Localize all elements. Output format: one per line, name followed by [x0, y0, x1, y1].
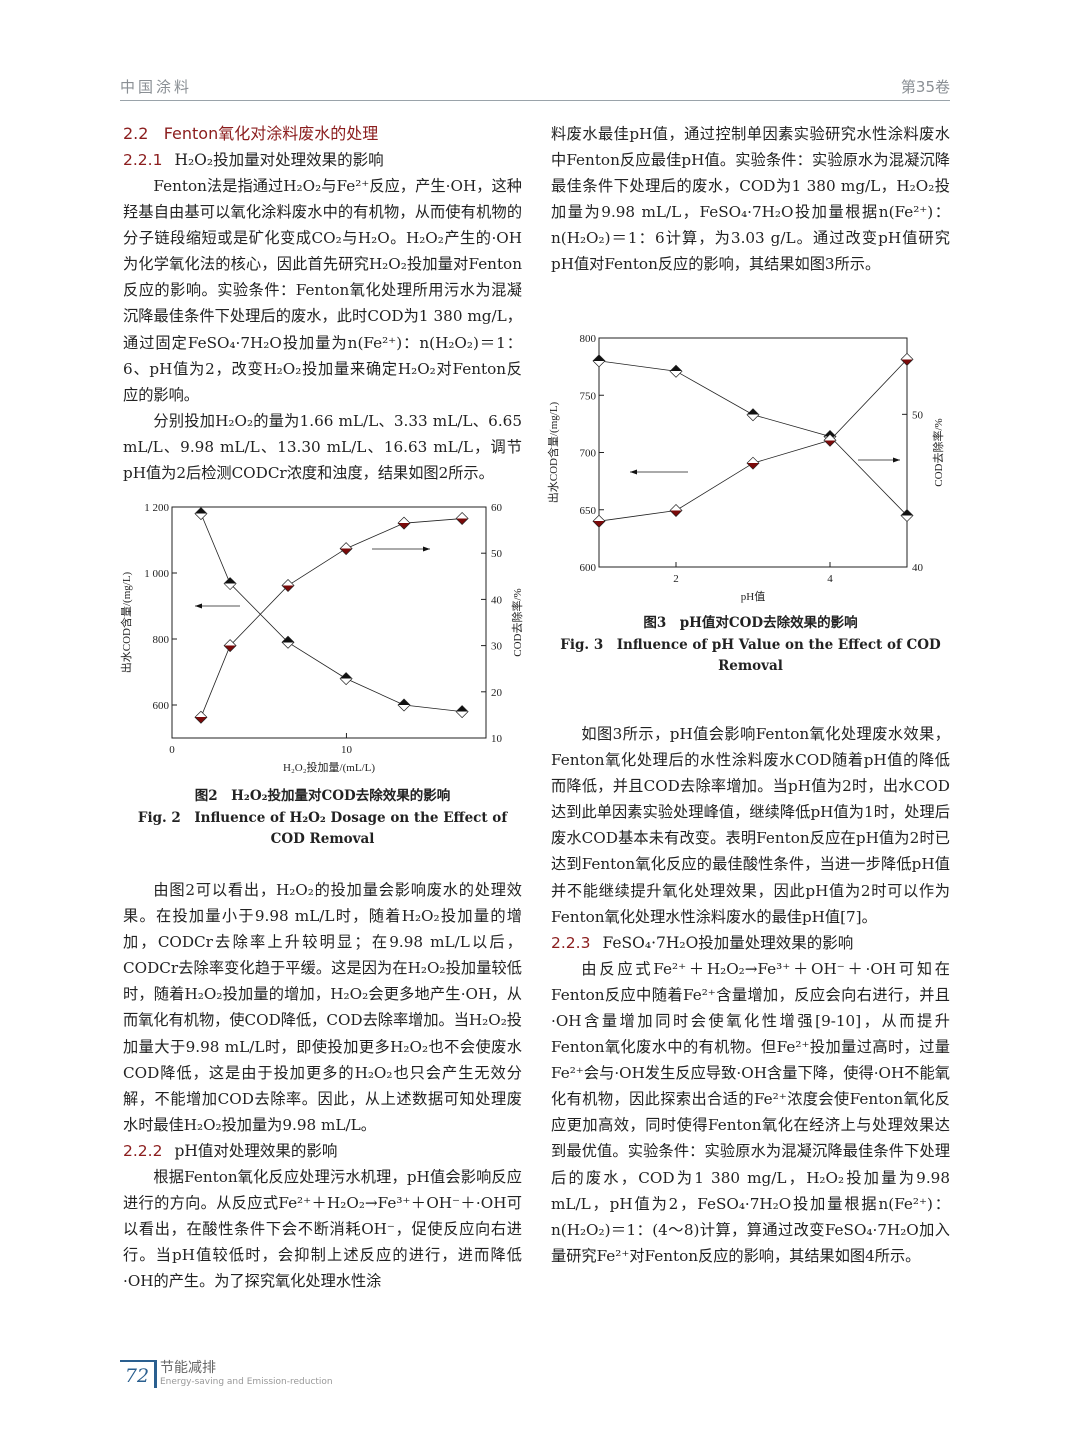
removal-data-point: [823, 433, 837, 447]
y-tick-label: 800: [153, 634, 170, 646]
caption-en: Fig. 2 Influence of H₂O₂ Dosage on the E…: [137, 809, 508, 848]
section-name-zh: 节能减排: [160, 1360, 216, 1376]
cod-data-point: [669, 364, 683, 378]
right-column-bottom: 如图3所示，pH值会影响Fenton氧化处理废水效果，Fenton氧化处理后的水…: [551, 721, 950, 1269]
section-heading-2-2-2: 2.2.2 pH值对处理效果的影响: [123, 1138, 522, 1164]
right-axis-arrow-head: [423, 546, 430, 552]
paragraph: 分别投加H₂O₂的量为1.66 mL/L、3.33 mL/L、6.65 mL/L…: [123, 411, 522, 483]
y2-tick-label: 40: [912, 562, 924, 574]
cod-series-line: [598, 360, 908, 516]
y2-tick-label: 50: [491, 548, 503, 560]
removal-data-point: [223, 639, 237, 653]
y2-tick-label: 40: [491, 594, 503, 606]
y-axis-label: 出水COD含量/(mg/L): [119, 571, 133, 673]
section-title: H₂O₂投加量对处理效果的影响: [174, 151, 384, 169]
section-number: 2.2.1: [123, 151, 163, 169]
removal-series-line: [200, 518, 463, 718]
section-number: 2.2: [123, 124, 149, 143]
y2-tick-label: 10: [491, 733, 503, 745]
paragraph: 料废水最佳pH值，通过控制单因素实验研究水性涂料废水中Fenton反应最佳pH值…: [551, 125, 950, 274]
cod-data-point: [223, 577, 237, 591]
cod-data-point: [592, 354, 606, 368]
removal-data-point: [194, 710, 208, 724]
y-tick-label: 800: [580, 333, 597, 345]
cod-data-point: [455, 705, 469, 719]
left-axis-arrow-head: [195, 603, 202, 609]
y2-tick-label: 50: [912, 409, 924, 421]
y2-tick-label: 20: [491, 687, 503, 699]
removal-series-line: [598, 359, 908, 522]
y-axis-label: 出水COD含量/(mg/L): [546, 401, 560, 503]
left-axis-arrow-head: [630, 469, 637, 475]
section-number: 2.2.2: [123, 1141, 163, 1160]
y2-axis-label: COD去除率/%: [510, 588, 524, 656]
y2-tick-label: 60: [491, 502, 503, 514]
plot-frame: [598, 337, 908, 568]
right-column-top: 料废水最佳pH值，通过控制单因素实验研究水性涂料废水中Fenton反应最佳pH值…: [551, 121, 950, 278]
section-heading-2-2-3: 2.2.3 FeSO₄·7H₂O投加量处理效果的影响: [551, 930, 950, 956]
y-tick-label: 600: [580, 562, 597, 574]
page-number: 72: [120, 1360, 157, 1388]
plot-frame: [171, 506, 487, 739]
paragraph: 如图3所示，pH值会影响Fenton氧化处理废水效果，Fenton氧化处理后的水…: [551, 725, 950, 926]
removal-data-point: [669, 504, 683, 518]
section-title: Fenton氧化对涂料废水的处理: [163, 124, 379, 143]
removal-data-point: [746, 456, 760, 470]
x-axis-label: pH值: [741, 590, 765, 603]
x-tick-label: 10: [341, 744, 353, 756]
cod-data-point: [900, 508, 914, 522]
figure-3-chart: 2 4 600 650 700 750 800 40 50 pH值 出水COD含量/(mg/L) CO…: [546, 333, 945, 603]
x-tick-label: 0: [169, 744, 175, 756]
removal-data-point: [455, 512, 469, 526]
y-tick-label: 600: [153, 700, 170, 712]
left-column-top: 2.2 Fenton氧化对涂料废水的处理 2.2.1 H₂O₂投加量对处理效果的影…: [123, 121, 522, 486]
section-heading-2-2-1: 2.2.1 H₂O₂投加量对处理效果的影响: [123, 147, 522, 173]
section-title: FeSO₄·7H₂O投加量处理效果的影响: [602, 933, 854, 952]
removal-data-point: [281, 579, 295, 593]
removal-data-point: [397, 516, 411, 530]
caption-zh: 图2 H₂O₂投加量对COD去除效果的影响: [194, 788, 451, 804]
caption-en: Fig. 3 Influence of pH Value on the Effe…: [560, 636, 941, 675]
y-tick-label: 750: [580, 390, 597, 402]
section-title: pH值对处理效果的影响: [174, 1141, 338, 1160]
section-name-en: Energy-saving and Emission-reduction: [160, 1377, 333, 1387]
y2-tick-label: 30: [491, 641, 503, 653]
figure-2-caption: 图2 H₂O₂投加量对COD去除效果的影响 Fig. 2 Influence o…: [123, 786, 522, 851]
x-tick-label: 4: [827, 573, 833, 585]
figure-2-chart: 0 10 600 800 1 000 1 200 10 20 30 40 50 60 H₂O₂投加量/(…: [119, 502, 524, 774]
x-axis-label: H₂O₂投加量/(mL/L): [283, 760, 375, 774]
y-tick-label: 1 200: [144, 502, 169, 514]
paragraph: 由反应式Fe²⁺＋H₂O₂→Fe³⁺＋OH⁻＋·OH可知在Fenton反应中随着…: [551, 959, 950, 1265]
caption-zh: 图3 pH值对COD去除效果的影响: [643, 615, 858, 631]
cod-series-line: [200, 513, 463, 712]
removal-data-point: [339, 542, 353, 556]
left-column-bottom: 由图2可以看出，H₂O₂的投加量会影响废水的处理效果。在投加量小于9.98 mL…: [123, 877, 522, 1294]
paragraph: Fenton法是指通过H₂O₂与Fe²⁺反应，产生·OH，这种羟基自由基可以氧化…: [123, 177, 522, 404]
removal-data-point: [592, 514, 606, 528]
paragraph: 由图2可以看出，H₂O₂的投加量会影响废水的处理效果。在投加量小于9.98 mL…: [123, 881, 522, 1134]
cod-data-point: [281, 635, 295, 649]
cod-data-point: [397, 698, 411, 712]
section-heading-2-2: 2.2 Fenton氧化对涂料废水的处理: [123, 121, 522, 147]
right-axis-arrow-head: [893, 457, 900, 463]
volume-number: 第35卷: [900, 78, 950, 96]
y-tick-label: 650: [580, 505, 597, 517]
figure-3-caption: 图3 pH值对COD去除效果的影响 Fig. 3 Influence of pH…: [551, 613, 950, 678]
cod-data-point: [746, 408, 760, 422]
y-tick-label: 700: [580, 448, 597, 460]
x-tick-label: 2: [673, 573, 679, 585]
cod-data-point: [194, 507, 208, 521]
paragraph: 根据Fenton氧化反应处理污水机理，pH值会影响反应进行的方向。从反应式Fe²…: [123, 1167, 522, 1291]
section-number: 2.2.3: [551, 933, 591, 952]
cod-data-point: [339, 672, 353, 686]
y2-axis-label: COD去除率/%: [931, 418, 945, 486]
running-header: 中国涂料 第35卷: [120, 74, 950, 101]
journal-name: 中国涂料: [120, 78, 193, 96]
removal-data-point: [900, 352, 914, 366]
y-tick-label: 1 000: [144, 568, 169, 580]
